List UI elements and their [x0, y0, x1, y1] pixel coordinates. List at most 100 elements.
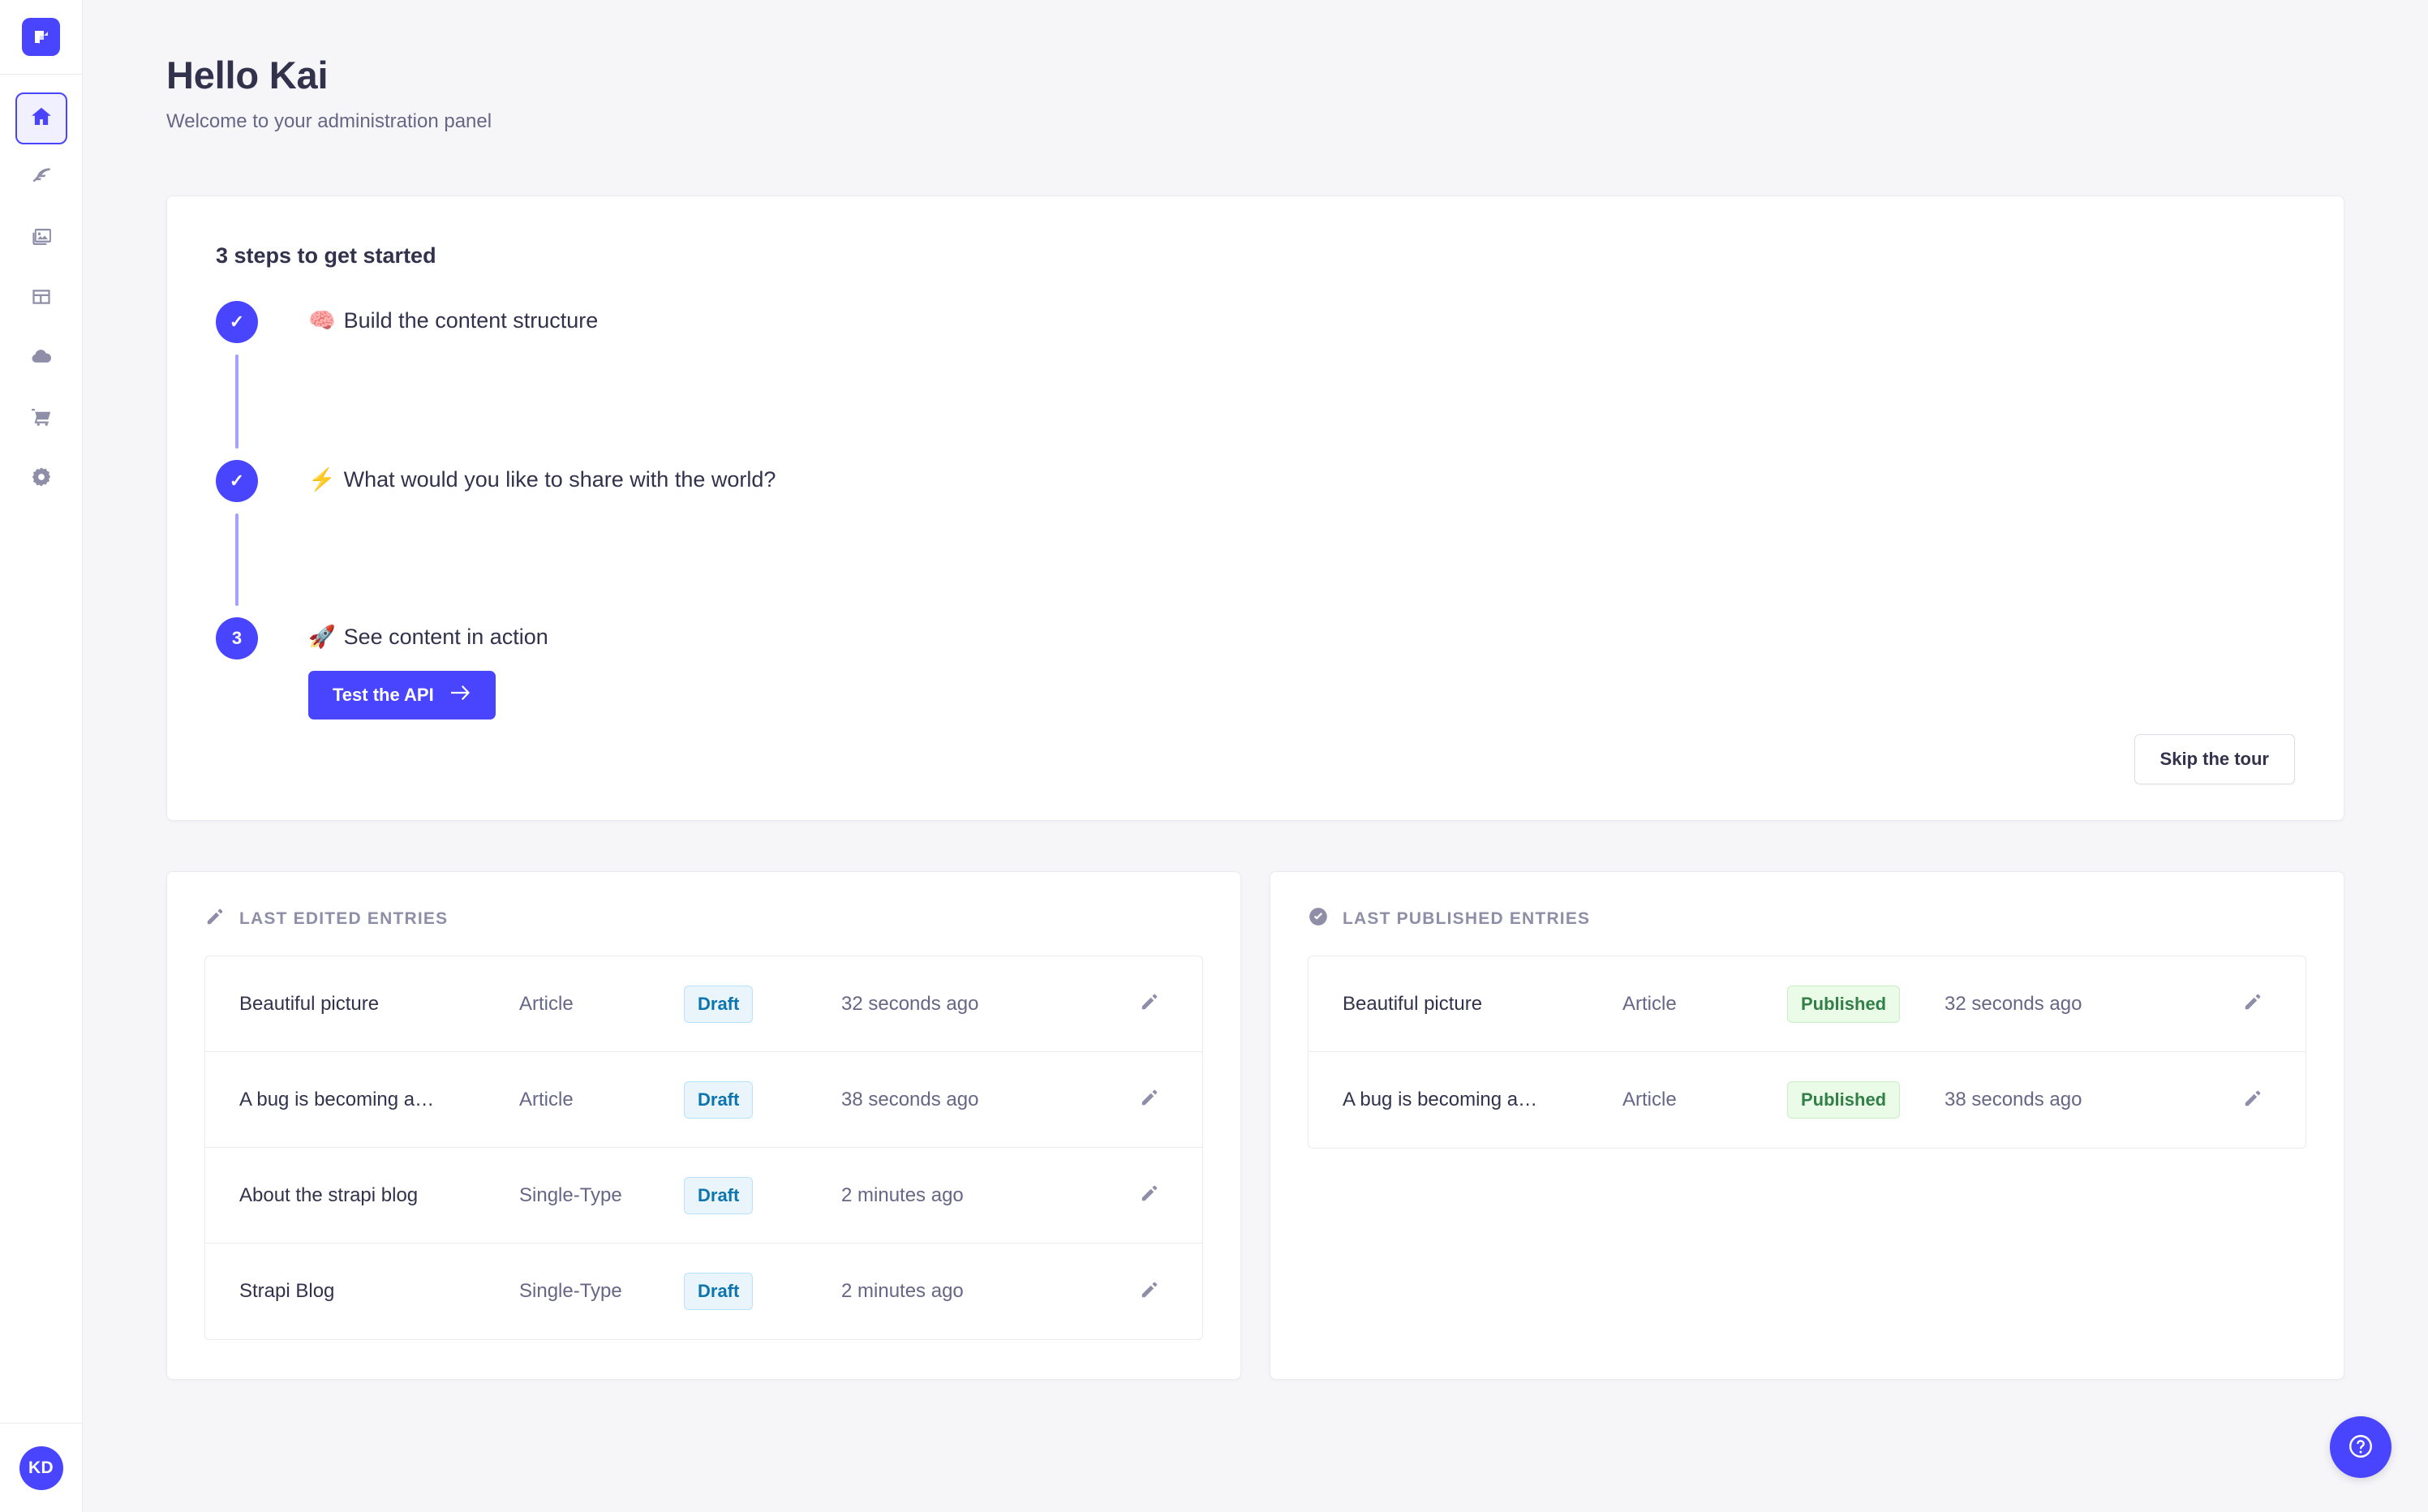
- help-button[interactable]: [2330, 1416, 2391, 1478]
- feather-icon: [29, 165, 54, 193]
- shopping-cart-icon: [29, 405, 54, 433]
- sidebar-footer: KD: [0, 1423, 82, 1512]
- edit-entry-button[interactable]: [1131, 991, 1168, 1016]
- status-cell: Draft: [684, 1080, 807, 1119]
- panel-header: LAST EDITED ENTRIES: [204, 906, 1203, 931]
- sidebar-item-content-manager[interactable]: [15, 152, 67, 204]
- status-badge: Draft: [684, 1273, 754, 1311]
- sidebar: KD: [0, 0, 83, 1512]
- rocket-emoji-icon: 🚀: [308, 625, 336, 650]
- step-label-wrap[interactable]: 🧠 Build the content structure: [308, 307, 598, 333]
- status-cell: Published: [1787, 985, 1910, 1023]
- images-icon: [29, 225, 54, 253]
- entry-time: 32 seconds ago: [1945, 992, 2082, 1015]
- pencil-icon: [1139, 1183, 1160, 1208]
- avatar[interactable]: KD: [19, 1445, 63, 1490]
- onboarding-step-3: 3 🚀 See content in action Test the API: [216, 617, 2295, 720]
- entry-list: Beautiful picture Article Draft 32 secon…: [204, 956, 1203, 1341]
- pencil-icon: [204, 906, 226, 931]
- page-title: Hello Kai: [166, 54, 329, 97]
- layout-icon: [29, 285, 54, 313]
- table-row[interactable]: A bug is becoming a… Article Draft 38 se…: [205, 1052, 1202, 1149]
- entry-time: 32 seconds ago: [841, 992, 979, 1015]
- sidebar-item-marketplace[interactable]: [15, 393, 67, 445]
- onboarding-step-2: ✓ ⚡ What would you like to share with the…: [216, 460, 2295, 503]
- status-cell: Published: [1787, 1081, 1910, 1119]
- pencil-icon: [1139, 1087, 1160, 1112]
- entry-name: About the strapi blog: [239, 1183, 419, 1206]
- edit-entry-button[interactable]: [2234, 1088, 2271, 1113]
- entry-type: Single-Type: [519, 1183, 622, 1206]
- step-body: 🚀 See content in action Test the API: [308, 617, 548, 720]
- sidebar-item-media-library[interactable]: [15, 213, 67, 264]
- step-marker: ✓: [216, 301, 258, 344]
- arrow-right-icon: [450, 685, 471, 706]
- edit-entry-button[interactable]: [1131, 1183, 1168, 1208]
- status-badge: Draft: [684, 1176, 754, 1214]
- table-row[interactable]: Strapi Blog Single-Type Draft 2 minutes …: [205, 1244, 1202, 1339]
- entry-name: A bug is becoming a…: [1343, 1089, 1538, 1111]
- pencil-icon: [2242, 1088, 2263, 1113]
- step-marker: ✓: [216, 460, 258, 503]
- last-published-entries-panel: LAST PUBLISHED ENTRIES Beautiful picture…: [1270, 871, 2344, 1381]
- pencil-icon: [1139, 1279, 1160, 1304]
- question-mark-circle-icon: [2347, 1433, 2374, 1463]
- edit-entry-button[interactable]: [1131, 1087, 1168, 1112]
- entry-panels: LAST EDITED ENTRIES Beautiful picture Ar…: [166, 871, 2344, 1381]
- entry-name: Strapi Blog: [239, 1280, 335, 1303]
- step-body: 🧠 Build the content structure: [308, 301, 598, 333]
- entry-type: Article: [519, 1088, 574, 1110]
- entry-name: A bug is becoming a…: [239, 1088, 435, 1110]
- table-row[interactable]: A bug is becoming a… Article Published 3…: [1309, 1052, 2306, 1148]
- entry-type: Article: [1622, 1089, 1677, 1111]
- strapi-logo-icon: [22, 18, 60, 56]
- page-header: Hello Kai Welcome to your administration…: [83, 0, 2428, 133]
- table-row[interactable]: Beautiful picture Article Published 32 s…: [1309, 956, 2306, 1053]
- step-label-wrap[interactable]: ⚡ What would you like to share with the w…: [308, 466, 776, 492]
- entry-type: Single-Type: [519, 1280, 622, 1303]
- entry-type: Article: [519, 992, 574, 1015]
- entry-name: Beautiful picture: [1343, 992, 1483, 1015]
- onboarding-steps: ✓ 🧠 Build the content structure ✓ ⚡ Wh: [216, 301, 2295, 720]
- sidebar-item-settings[interactable]: [15, 453, 67, 505]
- main-content: Hello Kai Welcome to your administration…: [83, 0, 2428, 1512]
- entry-time: 38 seconds ago: [1945, 1089, 2082, 1111]
- panel-title: LAST PUBLISHED ENTRIES: [1343, 908, 1591, 928]
- status-cell: Draft: [684, 985, 807, 1023]
- content-area: 3 steps to get started ✓ 🧠 Build the cont…: [83, 195, 2428, 1381]
- step-label: See content in action: [343, 625, 548, 650]
- entry-name: Beautiful picture: [239, 992, 380, 1015]
- test-the-api-button[interactable]: Test the API: [308, 671, 496, 720]
- step-label: Build the content structure: [343, 308, 599, 333]
- step-label: What would you like to share with the wo…: [343, 467, 776, 492]
- step-connector-1: [235, 354, 239, 449]
- edit-entry-button[interactable]: [1131, 1279, 1168, 1304]
- step-connector-2: [235, 513, 239, 607]
- status-badge: Draft: [684, 985, 754, 1023]
- entry-time: 38 seconds ago: [841, 1088, 979, 1110]
- onboarding-title: 3 steps to get started: [216, 243, 436, 268]
- page-subtitle: Welcome to your administration panel: [166, 110, 492, 133]
- sidebar-item-cloud[interactable]: [15, 333, 67, 384]
- last-edited-entries-panel: LAST EDITED ENTRIES Beautiful picture Ar…: [166, 871, 1241, 1381]
- brain-emoji-icon: 🧠: [308, 308, 336, 333]
- step-label-wrap[interactable]: 🚀 See content in action: [308, 624, 548, 650]
- table-row[interactable]: Beautiful picture Article Draft 32 secon…: [205, 956, 1202, 1053]
- status-badge: Published: [1787, 1081, 1901, 1119]
- sidebar-logo[interactable]: [0, 0, 82, 75]
- panel-title: LAST EDITED ENTRIES: [239, 908, 449, 928]
- sidebar-item-content-type-builder[interactable]: [15, 273, 67, 324]
- entry-list: Beautiful picture Article Published 32 s…: [1308, 956, 2306, 1149]
- edit-entry-button[interactable]: [2234, 991, 2271, 1016]
- entry-time: 2 minutes ago: [841, 1183, 964, 1206]
- table-row[interactable]: About the strapi blog Single-Type Draft …: [205, 1148, 1202, 1244]
- cloud-icon: [29, 345, 54, 373]
- status-cell: Draft: [684, 1176, 807, 1214]
- sidebar-nav: [15, 92, 67, 505]
- status-cell: Draft: [684, 1273, 807, 1311]
- skip-the-tour-button[interactable]: Skip the tour: [2134, 734, 2295, 785]
- sidebar-item-home[interactable]: [15, 92, 67, 144]
- onboarding-card: 3 steps to get started ✓ 🧠 Build the cont…: [166, 195, 2344, 822]
- step-marker: 3: [216, 617, 258, 660]
